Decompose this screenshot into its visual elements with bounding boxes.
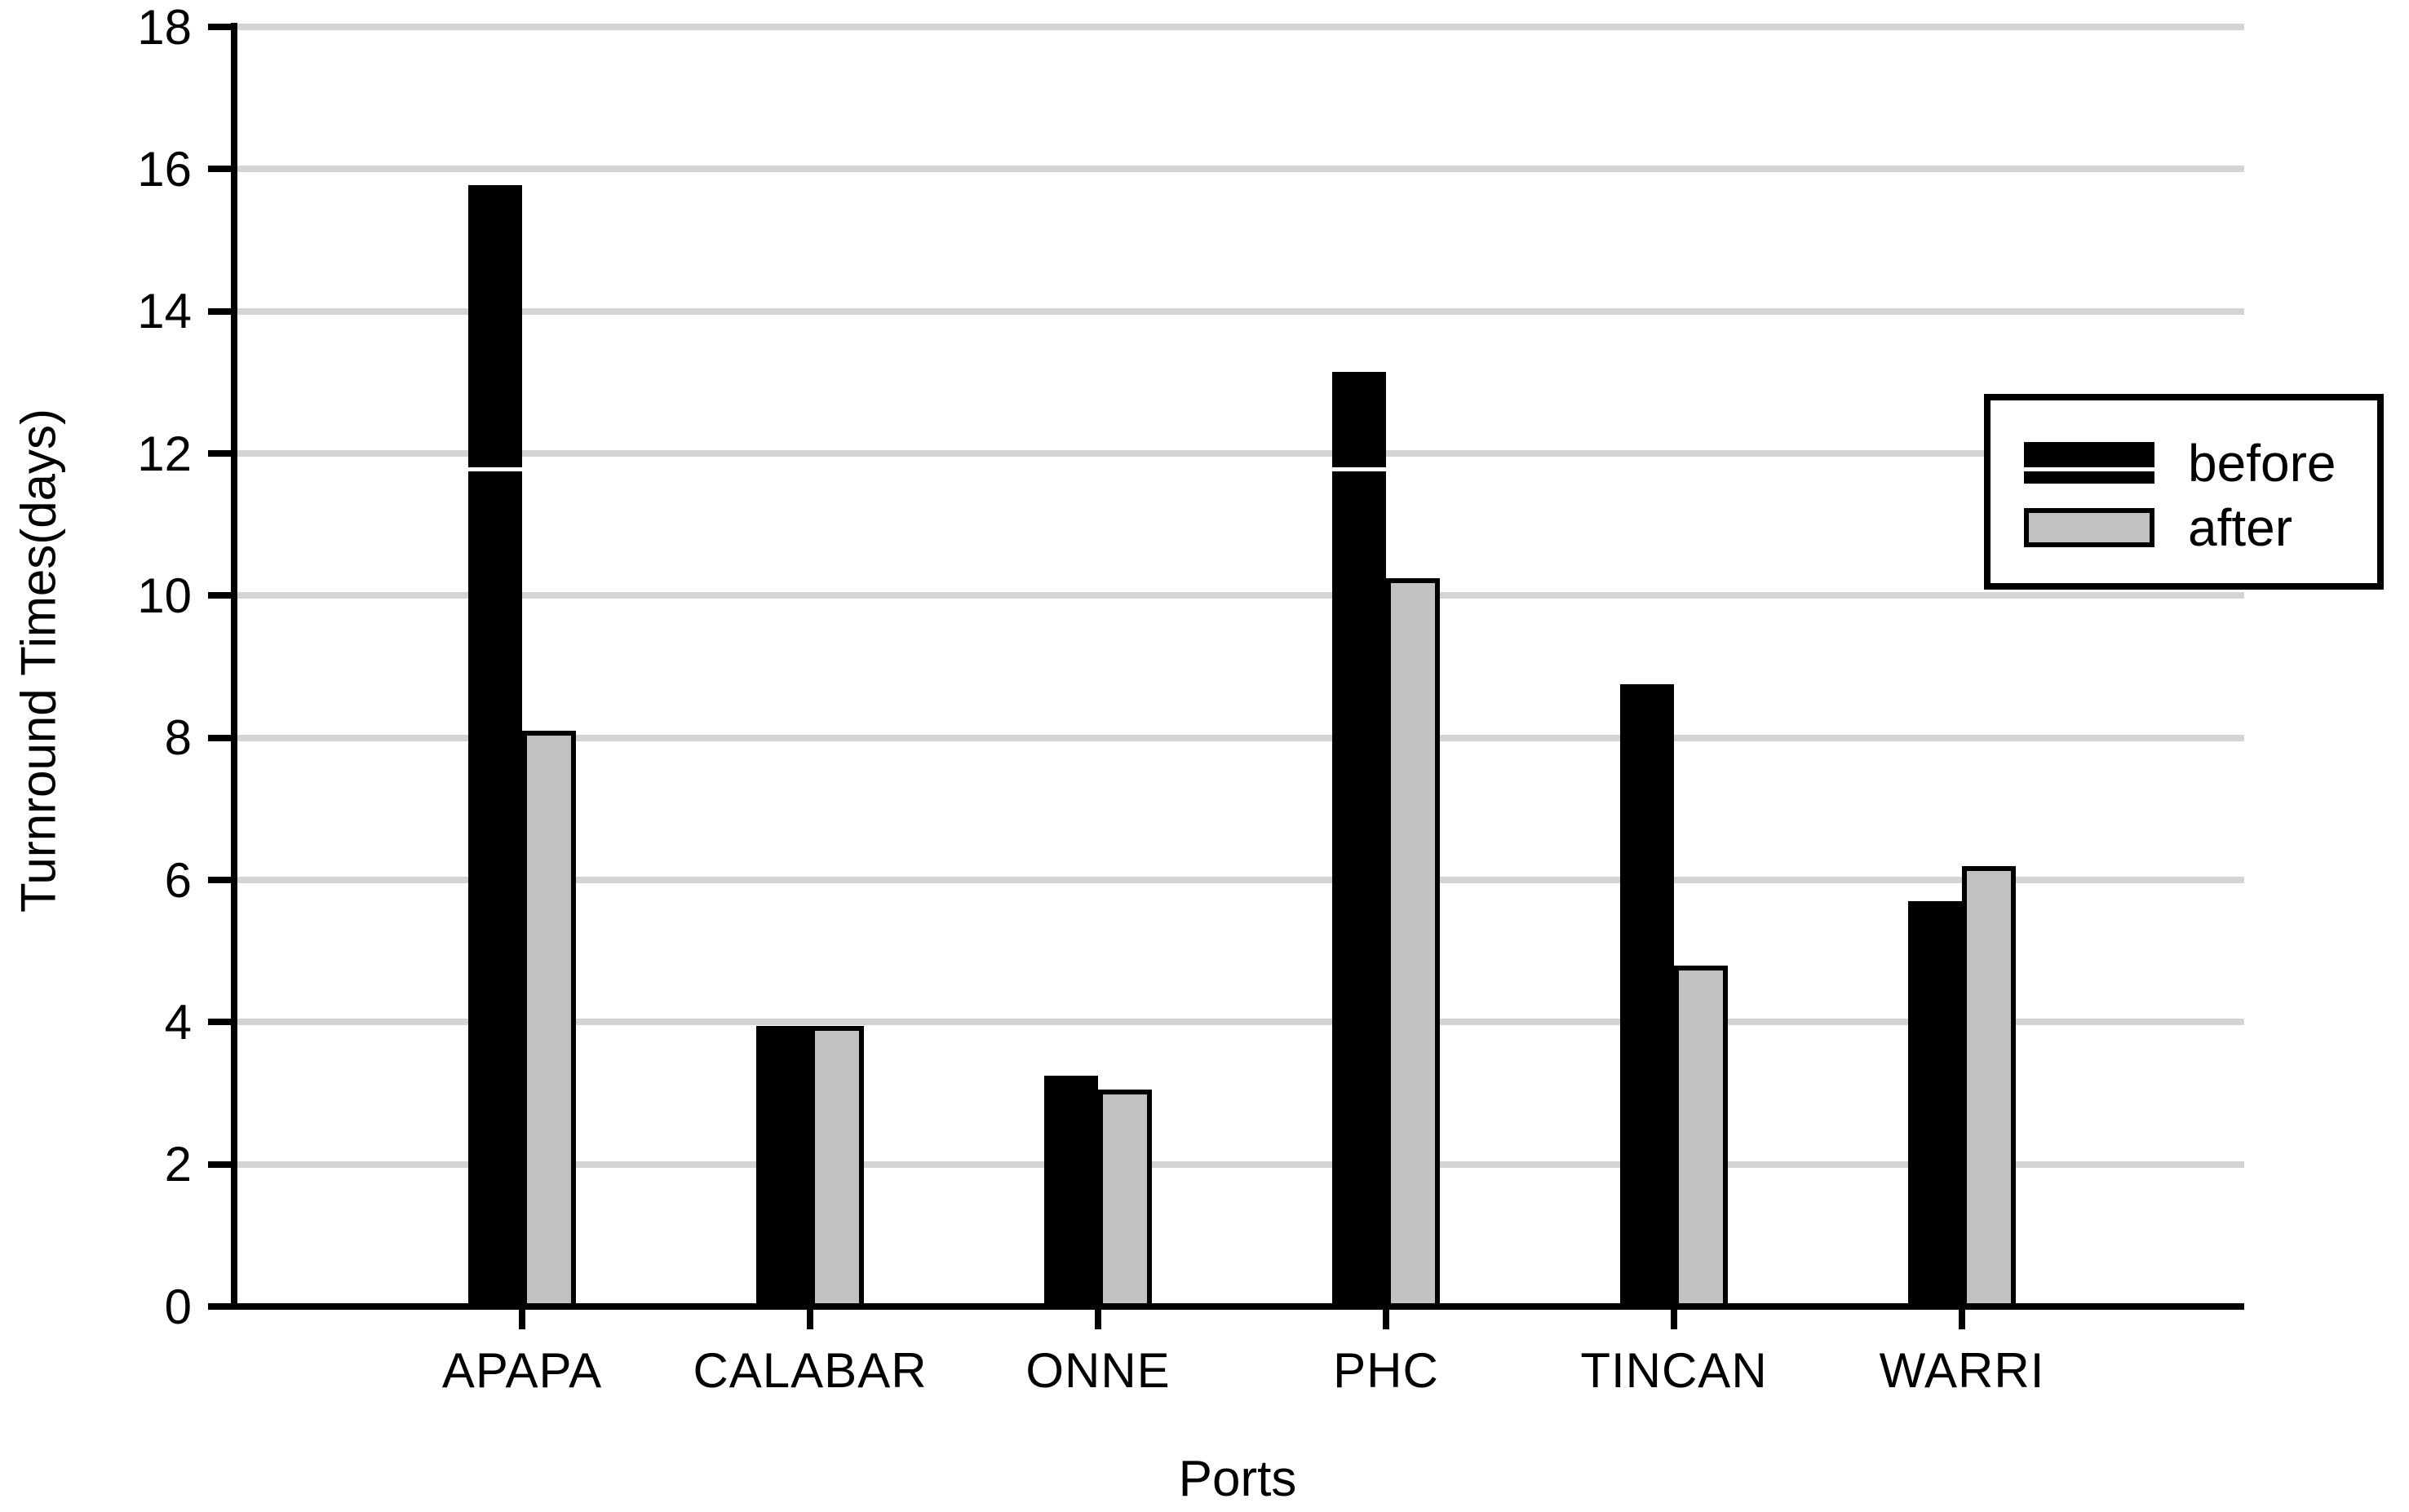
y-tick-0 xyxy=(208,1303,232,1310)
gridline-y16 xyxy=(233,166,2244,173)
x-tick-tincan xyxy=(1671,1306,1677,1329)
y-tick-18 xyxy=(208,24,232,30)
bar-before-phc xyxy=(1332,371,1386,1306)
x-category-label-calabar: CALABAR xyxy=(693,1342,928,1398)
x-tick-warri xyxy=(1959,1306,1965,1329)
bar-after-apapa xyxy=(522,730,576,1306)
x-category-label-onne: ONNE xyxy=(1025,1342,1171,1398)
legend-label-before: before xyxy=(2188,433,2336,493)
y-tick-label-16: 16 xyxy=(137,141,192,197)
y-tick-4 xyxy=(208,1019,232,1026)
y-tick-label-6: 6 xyxy=(164,852,192,908)
bar-before-tincan xyxy=(1620,684,1674,1306)
x-axis-line xyxy=(231,1303,2244,1310)
bar-after-warri xyxy=(1962,865,2016,1306)
legend-swatch-before xyxy=(2024,442,2154,484)
bar-after-tincan xyxy=(1674,965,1728,1306)
legend: before after xyxy=(1984,394,2384,590)
bar-before-apapa xyxy=(468,184,522,1306)
legend-swatch-after xyxy=(2024,508,2154,547)
y-tick-10 xyxy=(208,592,232,599)
gridline-y6 xyxy=(233,877,2244,883)
gridline-y18 xyxy=(233,24,2244,30)
y-tick-label-14: 14 xyxy=(137,284,192,339)
legend-label-after: after xyxy=(2188,498,2293,557)
gridline-y14 xyxy=(233,307,2244,315)
bar-before-onne xyxy=(1044,1075,1098,1306)
gridline-y12 xyxy=(233,450,2244,457)
y-tick-label-2: 2 xyxy=(164,1137,192,1192)
bar-after-calabar xyxy=(810,1025,864,1306)
y-tick-6 xyxy=(208,877,232,883)
y-tick-2 xyxy=(208,1161,232,1168)
y-tick-label-0: 0 xyxy=(164,1279,192,1334)
y-tick-14 xyxy=(208,307,232,315)
y-tick-label-12: 12 xyxy=(137,426,192,481)
bar-before-warri xyxy=(1908,901,1962,1306)
y-tick-12 xyxy=(208,450,232,457)
gridline-y4 xyxy=(233,1019,2244,1026)
y-axis-title: Turnround Times(days) xyxy=(11,409,66,913)
bar-before-calabar xyxy=(756,1025,810,1306)
x-tick-onne xyxy=(1095,1306,1101,1329)
gridline-y8 xyxy=(233,734,2244,741)
x-axis-title: Ports xyxy=(1178,1451,1297,1507)
gridline-y10 xyxy=(233,592,2244,599)
y-tick-8 xyxy=(208,734,232,741)
gridline-y2 xyxy=(233,1161,2244,1168)
x-category-label-warri: WARRI xyxy=(1879,1342,2045,1398)
y-tick-label-18: 18 xyxy=(137,0,192,55)
x-tick-calabar xyxy=(807,1306,813,1329)
y-tick-label-10: 10 xyxy=(137,568,192,623)
x-category-label-phc: PHC xyxy=(1333,1342,1439,1398)
x-tick-apapa xyxy=(519,1306,525,1329)
image-seam-artifact xyxy=(241,467,2244,471)
x-category-label-tincan: TINCAN xyxy=(1580,1342,1768,1398)
x-tick-phc xyxy=(1383,1306,1389,1329)
y-tick-label-4: 4 xyxy=(164,994,192,1050)
bar-after-phc xyxy=(1386,577,1440,1306)
y-tick-16 xyxy=(208,166,232,173)
y-axis-line xyxy=(231,23,237,1310)
x-category-label-apapa: APAPA xyxy=(441,1342,603,1398)
y-tick-label-8: 8 xyxy=(164,710,192,766)
bar-after-onne xyxy=(1098,1090,1152,1306)
